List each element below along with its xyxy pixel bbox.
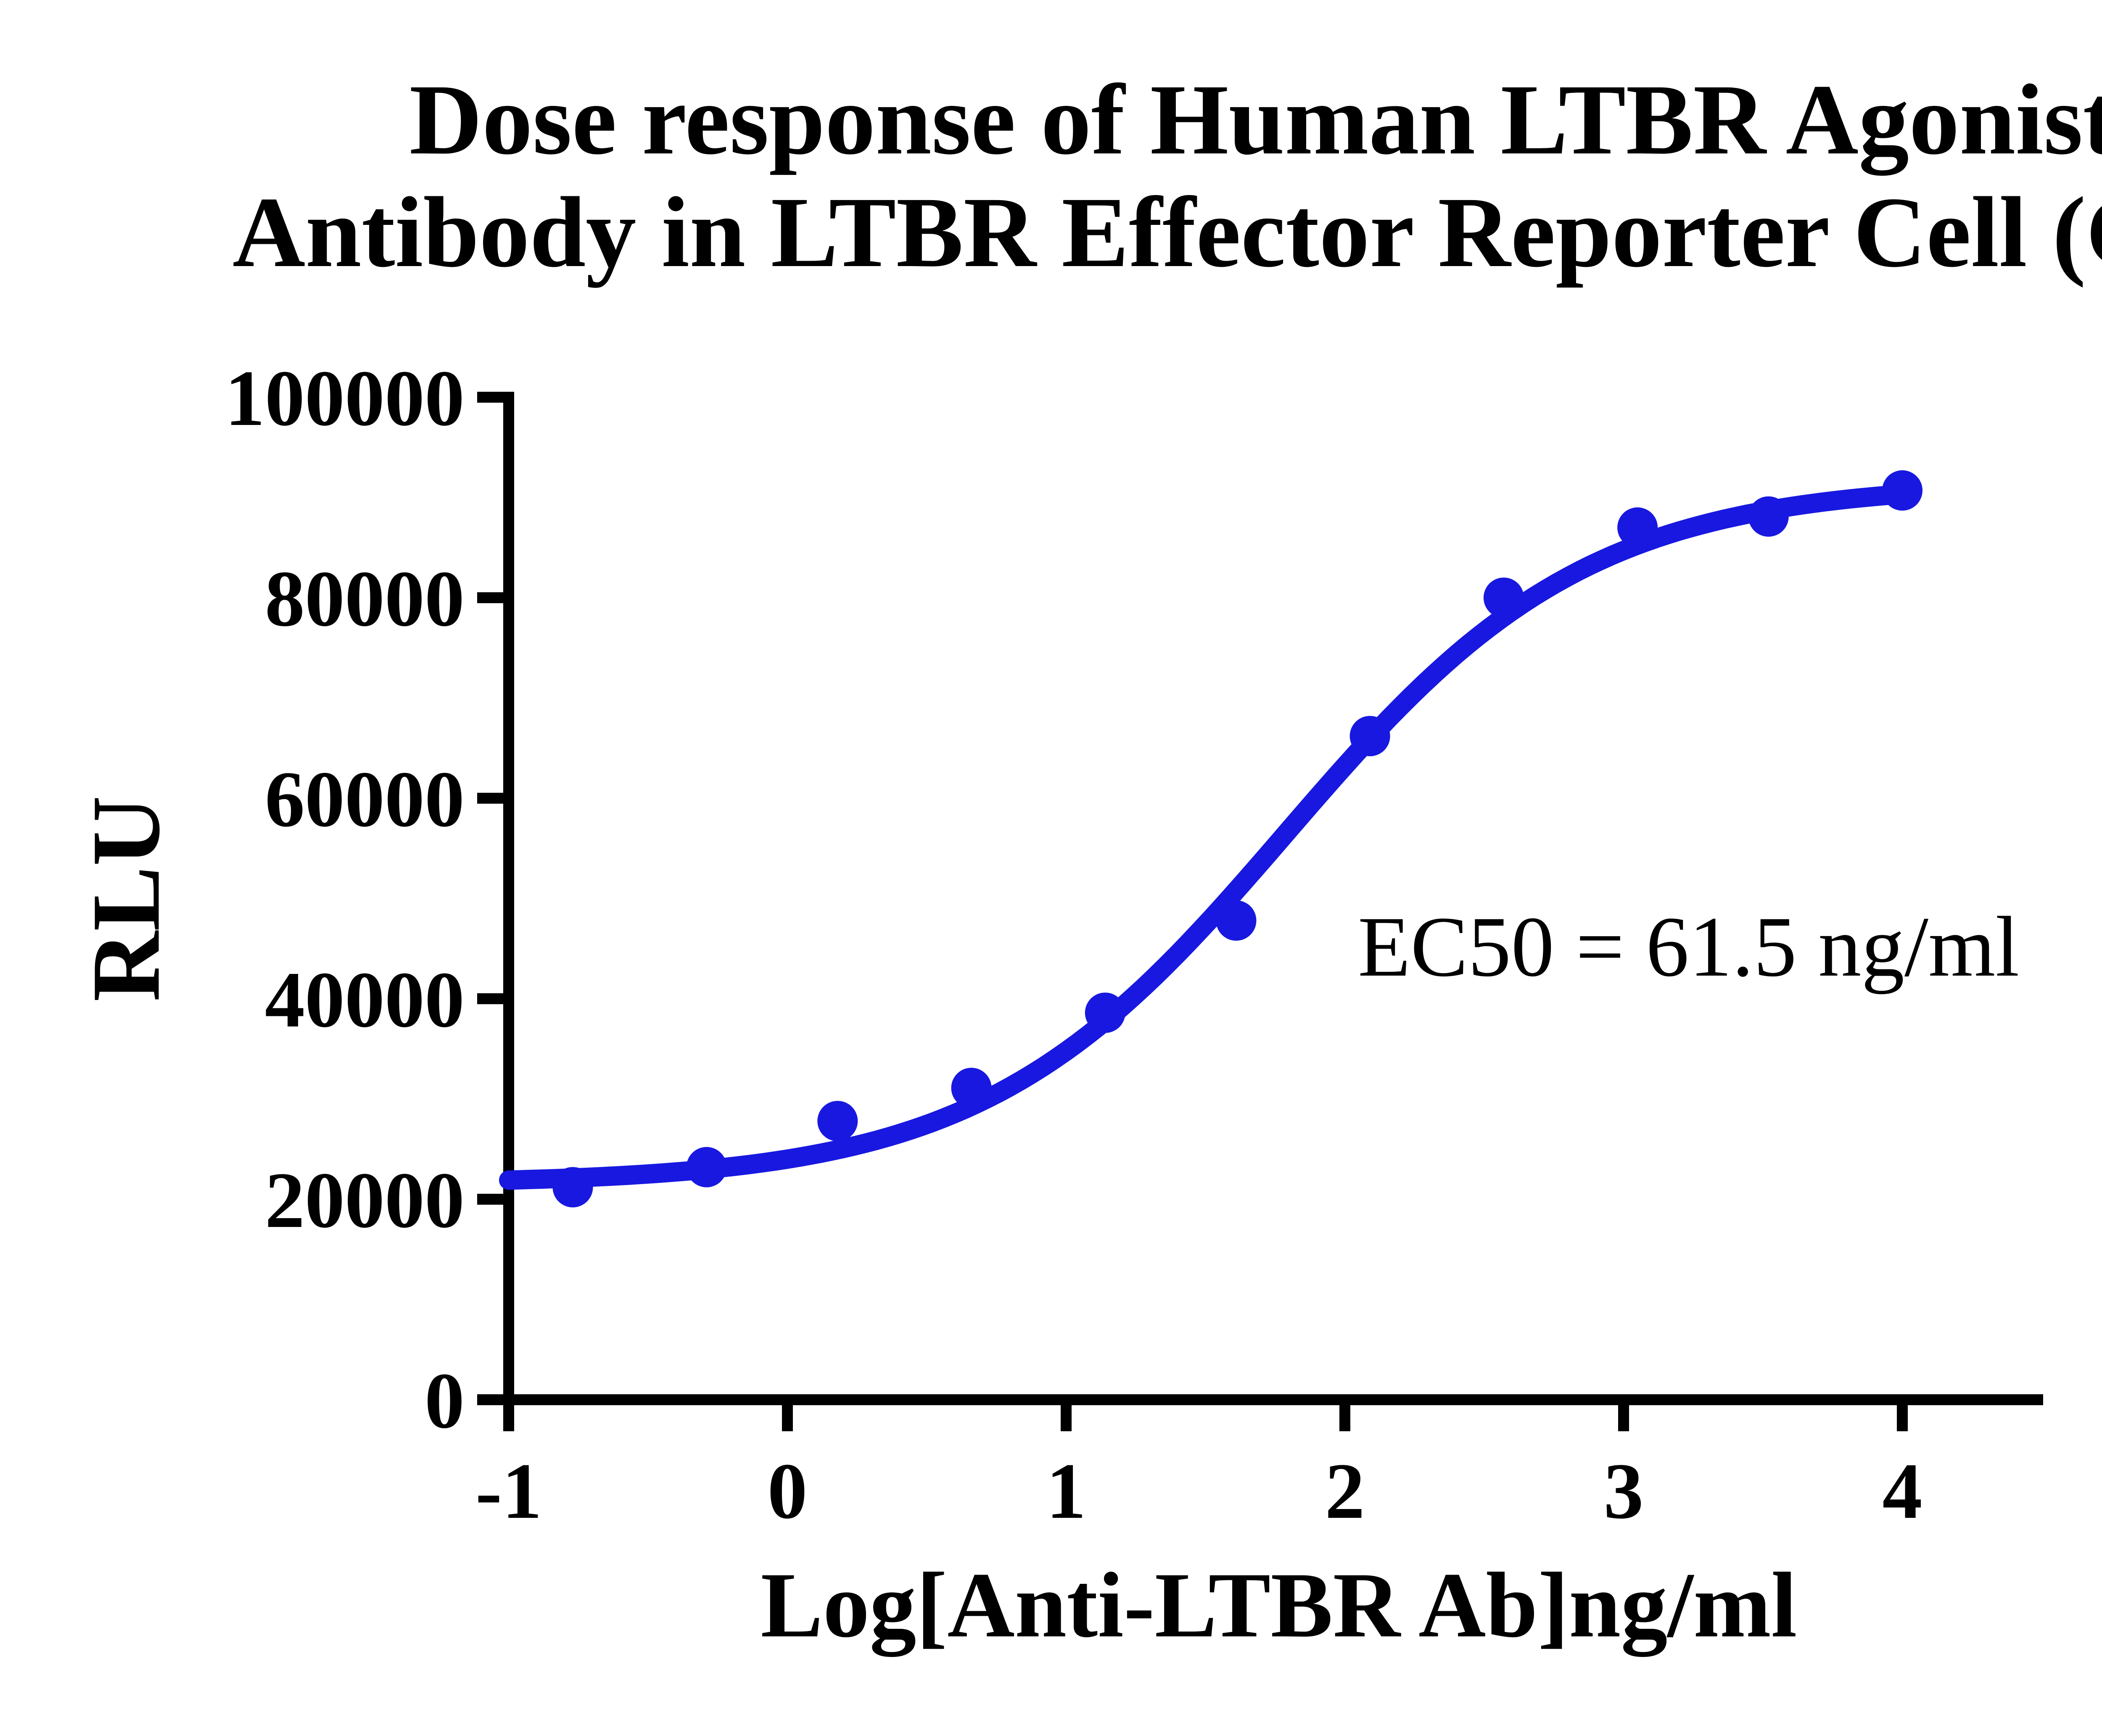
x-tick-label-2: 2 bbox=[1325, 1447, 1365, 1535]
x-tick-label-0: 0 bbox=[768, 1447, 808, 1535]
fit-curve bbox=[499, 484, 1912, 1190]
data-point-3 bbox=[817, 1100, 858, 1141]
x-tick-label--1: -1 bbox=[475, 1447, 542, 1535]
data-point-9 bbox=[1617, 507, 1658, 548]
chart-title: Dose response of Human LTBR Agonist Anti… bbox=[193, 63, 2102, 288]
y-tick-label-60000: 60000 bbox=[265, 755, 465, 844]
data-point-10 bbox=[1748, 496, 1789, 537]
y-tick-label-40000: 40000 bbox=[265, 956, 465, 1044]
y-tick-label-20000: 20000 bbox=[265, 1156, 465, 1245]
y-tick-label-80000: 80000 bbox=[265, 555, 465, 643]
x-axis-title: Log[Anti-LTBR Ab]ng/ml bbox=[761, 1554, 1797, 1657]
ec50-annotation: EC50 = 61.5 ng/ml bbox=[1358, 899, 2020, 995]
data-point-7 bbox=[1349, 716, 1390, 757]
data-point-5 bbox=[1085, 992, 1125, 1033]
x-tick-label-1: 1 bbox=[1046, 1447, 1086, 1535]
y-tick-label-100000: 100000 bbox=[225, 354, 465, 443]
y-tick-label-0: 0 bbox=[425, 1357, 465, 1445]
data-point-11 bbox=[1882, 470, 1922, 511]
data-point-8 bbox=[1483, 578, 1524, 618]
y-axis-title: RLU bbox=[72, 796, 180, 1002]
data-point-4 bbox=[951, 1068, 992, 1108]
chart-title-line2: Antibody in LTBR Effector Reporter Cell … bbox=[232, 176, 2102, 288]
x-tick-label-4: 4 bbox=[1883, 1447, 1922, 1535]
chart-title-line1: Dose response of Human LTBR Agonist bbox=[409, 63, 2102, 175]
data-point-2 bbox=[686, 1147, 727, 1187]
data-point-1 bbox=[552, 1167, 593, 1208]
x-tick-label-3: 3 bbox=[1604, 1447, 1644, 1535]
data-point-6 bbox=[1216, 900, 1257, 941]
